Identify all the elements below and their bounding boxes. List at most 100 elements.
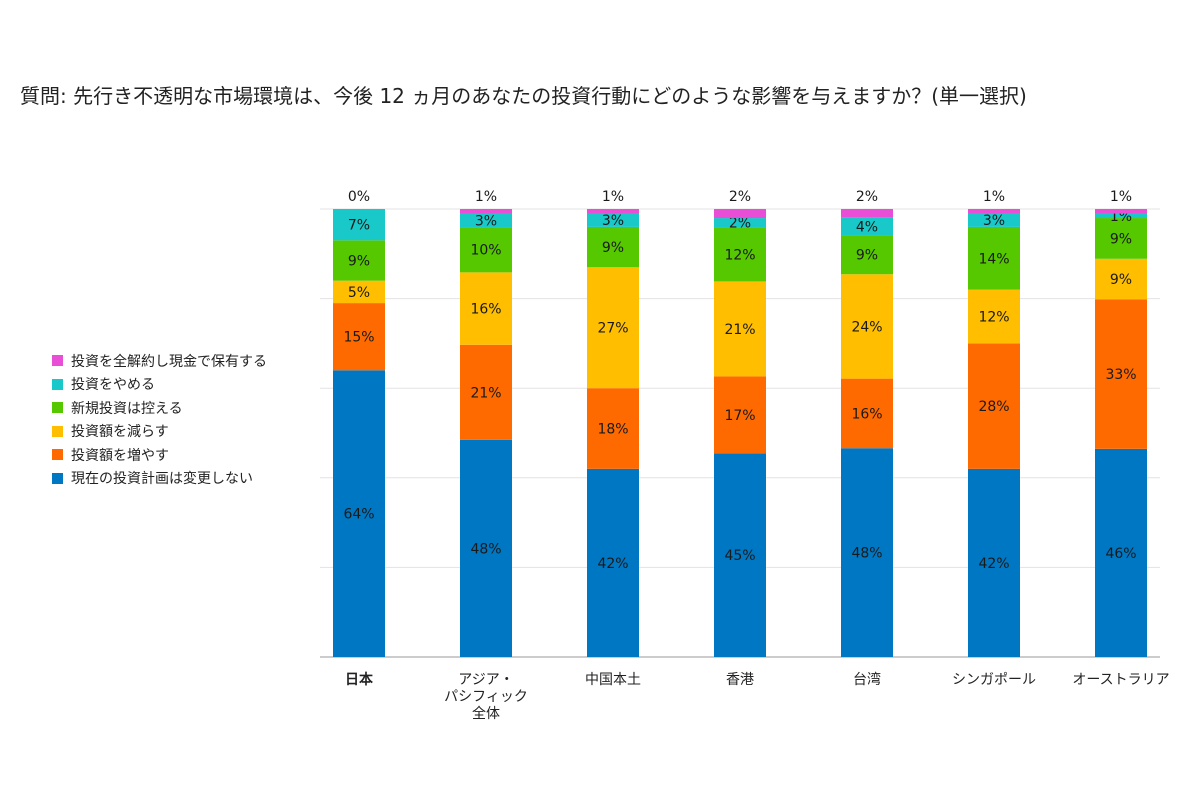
data-label: 28%	[978, 399, 1009, 415]
bar-segment	[968, 213, 1020, 227]
data-label: 3%	[983, 213, 1005, 229]
bar-segment	[841, 209, 893, 218]
data-label: 1%	[475, 189, 497, 205]
legend-swatch	[52, 355, 63, 367]
bar-segment	[714, 209, 766, 219]
bar-segment	[460, 272, 512, 345]
legend-item: 投資額を減らす	[52, 420, 267, 444]
data-label: 2%	[729, 216, 751, 232]
legend-swatch	[52, 402, 63, 414]
category-label: オーストラリア	[1072, 672, 1170, 688]
category-label: 台湾	[853, 672, 881, 688]
legend-swatch	[52, 472, 63, 484]
data-label: 46%	[1105, 546, 1136, 562]
data-label: 45%	[724, 548, 755, 564]
data-label: 48%	[470, 541, 501, 557]
bar-segment	[841, 274, 893, 379]
chart-legend: 投資を全解約し現金で保有する投資をやめる新規投資は控える 投資額を減らす 投資額を増…	[52, 349, 267, 490]
legend-label: 現在の投資計画は変更しない	[71, 471, 253, 488]
data-label: 5%	[348, 285, 370, 301]
data-label: 14%	[978, 251, 1009, 267]
legend-label: 投資を全解約し現金で保有する	[71, 353, 267, 370]
data-label: 9%	[602, 240, 624, 256]
bar-segment	[1095, 299, 1147, 449]
legend-item: 投資をやめる	[52, 373, 267, 397]
legend-label: 投資額を増やす	[71, 447, 169, 464]
bar-segment	[587, 267, 639, 389]
bar-segment	[460, 227, 512, 273]
data-label: 10%	[470, 243, 501, 259]
data-label: 2%	[856, 189, 878, 205]
question-title: 質問: 先行き不透明な市場環境は、今後 12 ヵ月のあなたの投資行動にどのような…	[20, 84, 1027, 108]
data-label: 48%	[851, 546, 882, 562]
bar-segment	[333, 280, 385, 304]
data-label: 33%	[1105, 367, 1136, 383]
data-label: 3%	[475, 213, 497, 229]
bar-segment	[460, 439, 512, 657]
bar-segment	[968, 209, 1020, 214]
legend-swatch	[52, 425, 63, 437]
bar-segment	[333, 240, 385, 281]
category-label: シンガポール	[952, 672, 1036, 688]
bar-segment	[460, 344, 512, 440]
data-label: 3%	[602, 213, 624, 229]
data-label: 9%	[1110, 272, 1132, 288]
bar-segment	[1095, 448, 1147, 657]
bar-segment	[587, 226, 639, 268]
data-label: 42%	[597, 556, 628, 572]
data-label: 9%	[1110, 231, 1132, 247]
bar-segment	[333, 370, 385, 657]
data-label: 18%	[597, 422, 628, 438]
bar-segment	[968, 343, 1020, 469]
data-label: 27%	[597, 321, 628, 337]
bar-segment	[968, 468, 1020, 657]
data-label: 17%	[724, 408, 755, 424]
data-label: 9%	[348, 254, 370, 270]
legend-label: 新規投資は控える	[71, 400, 183, 417]
data-label: 16%	[470, 302, 501, 318]
bar-segment	[333, 303, 385, 371]
bar-segment	[841, 217, 893, 236]
data-label: 15%	[343, 330, 374, 346]
bar-segment	[460, 209, 512, 214]
data-label: 16%	[851, 406, 882, 422]
legend-swatch	[52, 378, 63, 390]
bar-segment	[1095, 218, 1147, 259]
data-label: 1%	[983, 189, 1005, 205]
bar-segment	[1095, 213, 1147, 219]
bar-segment	[1095, 258, 1147, 300]
bar-segment	[1095, 209, 1147, 214]
bar-segment	[968, 289, 1020, 344]
bar-segment	[460, 213, 512, 228]
data-label: 0%	[348, 189, 370, 205]
bar-segment	[587, 388, 639, 469]
legend-swatch	[52, 449, 63, 461]
category-axis-labels: 日本 アジア・ パシフィック 全体 中国本土 香港 台湾 シンガポール オーストラリア	[0, 672, 1200, 732]
bar-segment	[714, 281, 766, 377]
bar-segment	[714, 227, 766, 282]
category-label: 日本	[345, 672, 373, 688]
bar-segment	[841, 235, 893, 275]
category-label: アジア・ パシフィック 全体	[444, 672, 528, 722]
data-label: 64%	[343, 507, 374, 523]
bar-segment	[714, 218, 766, 228]
bar-segment	[841, 448, 893, 657]
data-label: 21%	[724, 322, 755, 338]
bar-segment	[333, 209, 385, 241]
data-label: 9%	[856, 248, 878, 264]
data-label: 24%	[851, 319, 882, 335]
data-label: 1%	[1110, 189, 1132, 205]
bar-segment	[587, 209, 639, 214]
bar-segment	[587, 213, 639, 227]
legend-item: 現在の投資計画は変更しない	[52, 467, 267, 491]
legend-item: 投資を全解約し現金で保有する	[52, 349, 267, 373]
data-label: 12%	[724, 247, 755, 263]
data-label: 42%	[978, 556, 1009, 572]
data-label: 12%	[978, 310, 1009, 326]
legend-item: 投資額を増やす	[52, 443, 267, 467]
bar-segment	[714, 376, 766, 454]
bar-segment	[968, 226, 1020, 290]
category-label: 香港	[726, 672, 754, 688]
legend-label: 投資額を減らす	[71, 424, 169, 441]
